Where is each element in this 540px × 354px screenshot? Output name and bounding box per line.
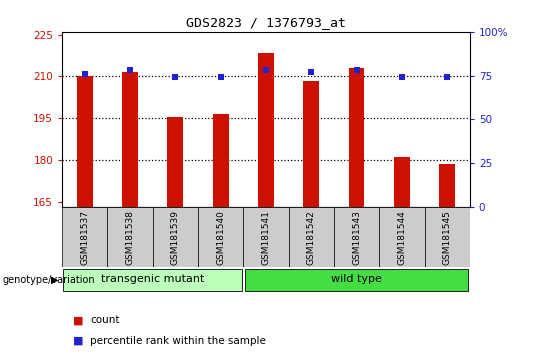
Text: GSM181541: GSM181541 bbox=[261, 210, 271, 265]
Text: count: count bbox=[90, 315, 120, 325]
Text: ■: ■ bbox=[73, 336, 83, 346]
Bar bbox=[167, 117, 183, 207]
Bar bbox=[62, 207, 107, 267]
Bar bbox=[379, 207, 424, 267]
Bar bbox=[213, 114, 228, 207]
Bar bbox=[244, 207, 288, 267]
Bar bbox=[245, 268, 468, 291]
Point bbox=[397, 75, 406, 80]
Bar bbox=[288, 207, 334, 267]
Point bbox=[352, 68, 361, 73]
Bar bbox=[303, 80, 319, 207]
Bar bbox=[64, 268, 242, 291]
Text: GSM181537: GSM181537 bbox=[80, 210, 89, 265]
Text: transgenic mutant: transgenic mutant bbox=[101, 274, 204, 284]
Bar bbox=[198, 207, 244, 267]
Point bbox=[261, 68, 270, 73]
Bar bbox=[334, 207, 379, 267]
Text: GSM181543: GSM181543 bbox=[352, 210, 361, 265]
Text: ▶: ▶ bbox=[51, 275, 58, 285]
Text: GSM181542: GSM181542 bbox=[307, 210, 316, 265]
Bar bbox=[349, 68, 365, 207]
Text: GSM181540: GSM181540 bbox=[216, 210, 225, 265]
Bar bbox=[439, 164, 455, 207]
Text: GSM181539: GSM181539 bbox=[171, 210, 180, 265]
Bar bbox=[394, 157, 410, 207]
Text: wild type: wild type bbox=[331, 274, 382, 284]
Point bbox=[443, 75, 451, 80]
Text: GSM181538: GSM181538 bbox=[125, 210, 134, 265]
Point bbox=[126, 68, 134, 73]
Bar bbox=[258, 53, 274, 207]
Bar bbox=[122, 72, 138, 207]
Point bbox=[171, 75, 180, 80]
Title: GDS2823 / 1376793_at: GDS2823 / 1376793_at bbox=[186, 16, 346, 29]
Bar bbox=[77, 76, 93, 207]
Text: GSM181545: GSM181545 bbox=[443, 210, 451, 265]
Text: genotype/variation: genotype/variation bbox=[3, 275, 96, 285]
Bar bbox=[107, 207, 153, 267]
Text: ■: ■ bbox=[73, 315, 83, 325]
Point bbox=[80, 71, 89, 77]
Text: GSM181544: GSM181544 bbox=[397, 210, 407, 265]
Bar bbox=[424, 207, 470, 267]
Point bbox=[217, 75, 225, 80]
Point bbox=[307, 69, 315, 75]
Text: percentile rank within the sample: percentile rank within the sample bbox=[90, 336, 266, 346]
Bar bbox=[153, 207, 198, 267]
